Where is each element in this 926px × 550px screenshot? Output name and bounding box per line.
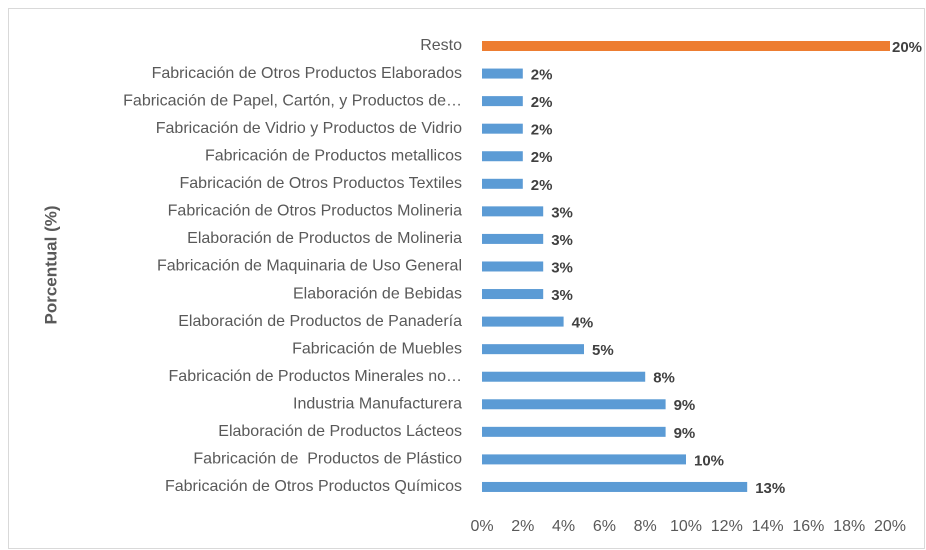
y-tick-label: Fabricación de Otros Productos Textiles xyxy=(180,175,463,192)
data-label: 4% xyxy=(572,315,594,332)
bar xyxy=(482,316,564,327)
y-tick-label: Fabricación de Productos metallicos xyxy=(205,147,462,164)
y-tick-label: Elaboración de Productos Lácteos xyxy=(218,423,462,440)
x-tick-label: 12% xyxy=(711,518,743,535)
data-label: 3% xyxy=(551,287,573,304)
data-label: 9% xyxy=(674,397,696,414)
bar xyxy=(482,289,544,300)
data-label: 3% xyxy=(551,204,573,221)
bar xyxy=(482,481,748,492)
data-label: 3% xyxy=(551,259,573,276)
y-tick-label: Elaboración de Productos de Molineria xyxy=(187,230,462,247)
y-tick-label: Fabricación de Papel, Cartón, y Producto… xyxy=(123,92,462,109)
x-tick-label: 10% xyxy=(670,518,702,535)
x-tick-label: 4% xyxy=(552,518,575,535)
x-tick-label: 20% xyxy=(874,518,906,535)
y-tick-label: Industria Manufacturera xyxy=(293,395,462,412)
bar xyxy=(482,454,686,465)
data-label: 13% xyxy=(755,480,785,497)
y-tick-label: Fabricación de Vidrio y Productos de Vid… xyxy=(156,120,462,137)
x-tick-label: 6% xyxy=(593,518,616,535)
bar xyxy=(482,371,646,382)
y-axis-label: Porcentual (%) xyxy=(41,205,60,324)
data-label: 9% xyxy=(674,425,696,442)
y-tick-label: Elaboración de Productos de Panadería xyxy=(178,313,462,330)
bar xyxy=(482,178,523,189)
data-label: 2% xyxy=(531,149,553,166)
y-tick-label: Fabricación de Productos de Plástico xyxy=(193,451,462,468)
x-tick-label: 16% xyxy=(792,518,824,535)
data-label: 2% xyxy=(531,67,553,84)
bar xyxy=(482,206,544,217)
bar xyxy=(482,96,523,107)
y-tick-label: Fabricación de Productos Minerales no… xyxy=(169,368,462,385)
x-tick-label: 2% xyxy=(511,518,534,535)
bar xyxy=(482,151,523,162)
bar xyxy=(482,233,544,244)
data-label: 10% xyxy=(694,452,724,469)
y-tick-label: Resto xyxy=(420,37,462,54)
x-tick-label: 18% xyxy=(833,518,865,535)
data-label: 5% xyxy=(592,342,614,359)
data-label: 2% xyxy=(531,177,553,194)
y-tick-label: Fabricación de Otros Productos Químicos xyxy=(165,478,462,495)
y-tick-label: Fabricación de Otros Productos Elaborado… xyxy=(152,65,462,82)
bar xyxy=(482,68,523,79)
y-tick-label: Elaboración de Bebidas xyxy=(293,285,462,302)
x-tick-label: 0% xyxy=(470,518,493,535)
data-label: 2% xyxy=(531,122,553,139)
bar xyxy=(482,261,544,272)
bar xyxy=(482,344,584,355)
bar xyxy=(482,399,666,410)
bar xyxy=(482,123,523,134)
x-tick-label: 8% xyxy=(634,518,657,535)
data-label: 8% xyxy=(653,370,675,387)
y-tick-label: Fabricación de Otros Productos Molineria xyxy=(168,203,462,220)
data-label: 2% xyxy=(531,94,553,111)
data-label: 20% xyxy=(892,39,922,56)
chart-frame xyxy=(8,8,925,549)
y-tick-label: Fabricación de Maquinaria de Uso General xyxy=(157,258,462,275)
bar xyxy=(482,41,890,51)
x-tick-label: 14% xyxy=(752,518,784,535)
y-tick-label: Fabricación de Muebles xyxy=(292,340,462,357)
data-label: 3% xyxy=(551,232,573,249)
bar xyxy=(482,426,666,437)
